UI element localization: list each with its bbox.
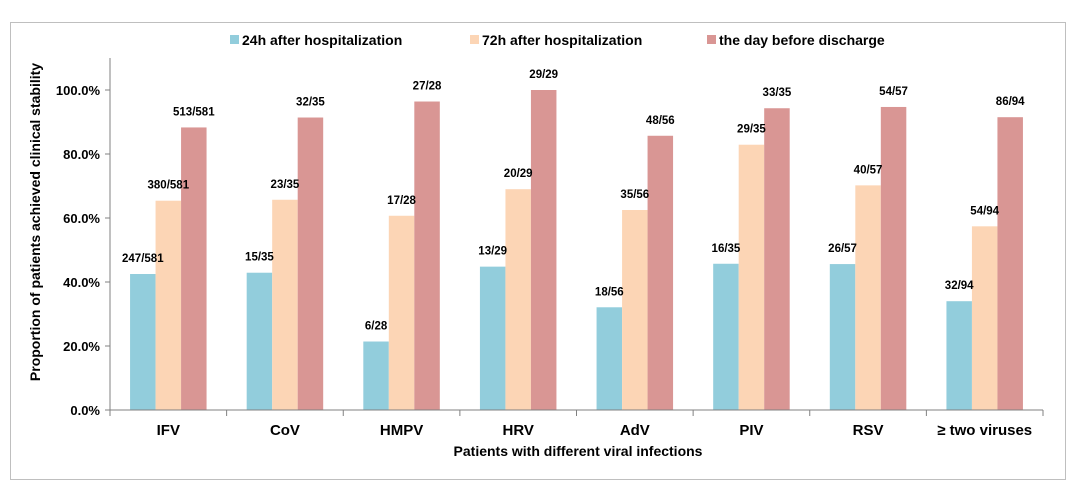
- bar: [181, 127, 207, 410]
- bar: [155, 200, 182, 410]
- data-label: 29/35: [737, 124, 766, 136]
- bar: [479, 266, 506, 410]
- data-label: 6/28: [365, 321, 388, 333]
- x-category-label: HRV: [502, 422, 533, 439]
- x-category-label: IFV: [157, 422, 180, 439]
- legend-label: 72h after hospitalization: [482, 32, 642, 48]
- bar: [764, 108, 790, 411]
- bar: [388, 215, 415, 410]
- legend: 24h after hospitalization 72h after hospi…: [230, 32, 885, 48]
- data-label: 33/35: [763, 87, 792, 99]
- data-label: 20/29: [504, 168, 533, 180]
- legend-swatch: [230, 35, 239, 44]
- bar: [971, 226, 998, 410]
- data-label: 16/35: [712, 243, 741, 255]
- y-tick-label: 0.0%: [70, 403, 100, 418]
- x-category-label: ≥ two viruses: [937, 422, 1032, 439]
- x-axis-title: Patients with different viral infections: [454, 443, 703, 459]
- data-label: 23/35: [271, 179, 300, 191]
- data-label: 35/56: [620, 189, 649, 201]
- legend-item: 24h after hospitalization: [230, 32, 402, 48]
- legend-label: the day before discharge: [719, 32, 885, 48]
- bar: [297, 117, 324, 411]
- bar: [414, 101, 440, 411]
- data-label: 48/56: [646, 115, 675, 127]
- x-category-label: PIV: [739, 422, 763, 439]
- legend-item: 72h after hospitalization: [470, 32, 642, 48]
- legend-label: 24h after hospitalization: [242, 32, 402, 48]
- data-label: 380/581: [148, 180, 190, 192]
- bar: [130, 274, 156, 410]
- bar: [946, 301, 972, 410]
- data-label: 26/57: [828, 243, 857, 255]
- bar: [855, 185, 881, 410]
- bar: [738, 144, 765, 410]
- bar: [530, 90, 557, 410]
- bar: [647, 135, 674, 410]
- x-category-label: HMPV: [380, 422, 423, 439]
- data-label: 15/35: [245, 252, 274, 264]
- data-label: 247/581: [122, 253, 164, 265]
- bar: [713, 263, 739, 410]
- bar: [997, 117, 1023, 410]
- legend-swatch: [470, 35, 479, 44]
- y-tick-label: 60.0%: [63, 211, 100, 226]
- bar: [596, 307, 623, 410]
- data-label: 54/94: [970, 205, 999, 217]
- y-axis: 0.0% 20.0% 40.0% 60.0% 80.0% 100.0%: [56, 58, 111, 418]
- y-tick-label: 80.0%: [63, 147, 100, 162]
- x-category-label: AdV: [620, 422, 650, 439]
- bars-group: [130, 90, 1023, 411]
- x-category-label: CoV: [270, 422, 300, 439]
- y-tick-label: 100.0%: [56, 83, 101, 98]
- data-label: 32/94: [945, 280, 974, 292]
- y-tick-label: 40.0%: [63, 275, 100, 290]
- data-labels-group: 247/581 15/35 6/28 13/29 18/56 16/35 26/57 32/9…: [122, 69, 1025, 333]
- data-label: 54/57: [879, 86, 908, 98]
- bar: [363, 341, 389, 410]
- data-label: 513/581: [173, 106, 215, 118]
- bar: [622, 210, 648, 410]
- data-label: 40/57: [854, 164, 883, 176]
- data-label: 29/29: [529, 69, 558, 81]
- legend-item: the day before discharge: [707, 32, 885, 48]
- bar: [829, 264, 856, 410]
- data-label: 27/28: [413, 81, 442, 93]
- bar: [272, 199, 298, 410]
- data-label: 86/94: [996, 96, 1025, 108]
- legend-swatch: [707, 35, 716, 44]
- bar: [246, 272, 273, 410]
- y-axis-title: Proportion of patients achieved clinical…: [27, 63, 43, 381]
- data-label: 13/29: [478, 246, 507, 258]
- bar: [505, 189, 531, 410]
- y-tick-label: 20.0%: [63, 339, 100, 354]
- data-label: 32/35: [296, 97, 325, 109]
- x-category-label: RSV: [853, 422, 884, 439]
- x-axis: IFV CoV HMPV HRV AdV PIV RSV ≥ two viruses: [109, 409, 1044, 439]
- data-label: 18/56: [595, 286, 624, 298]
- bar: [880, 106, 907, 411]
- data-label: 17/28: [387, 195, 416, 207]
